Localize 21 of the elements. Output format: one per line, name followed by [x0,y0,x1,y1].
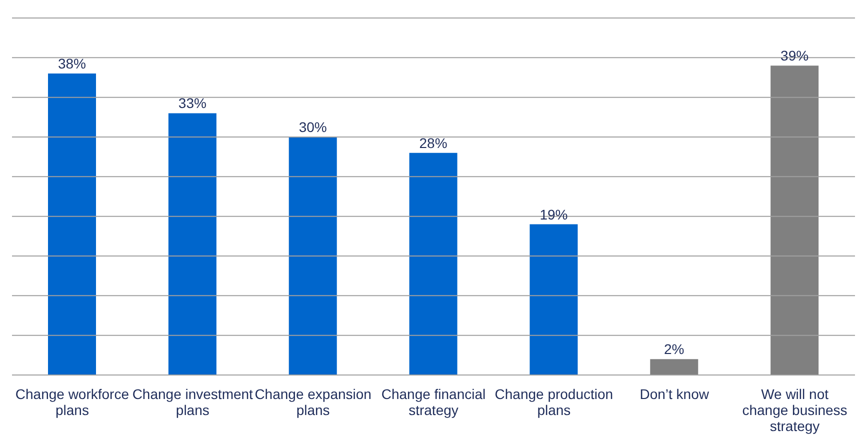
data-label: 38% [58,56,86,72]
x-tick-label: We will not change business strategy [742,386,848,434]
x-tick-label: Change financial strategy [381,386,486,418]
bar [288,137,337,375]
x-tick-label: Change workforce plans [15,386,130,418]
data-label: 28% [419,134,448,151]
x-tick-label: Change production plans [494,386,614,418]
data-label: 30% [298,119,327,135]
x-tick-label: Don’t know [640,386,710,402]
bar [530,224,578,375]
bar [409,152,458,375]
bar [48,74,96,375]
x-tick-label: Change investment plans [132,386,254,418]
bar [168,113,216,375]
bar [650,359,698,375]
bar [770,66,819,375]
x-tick-label: Change expansion plans [254,386,372,418]
data-label: 19% [540,206,568,222]
data-label: 2% [664,341,684,358]
data-label: 39% [780,48,809,64]
data-label: 33% [178,95,206,112]
